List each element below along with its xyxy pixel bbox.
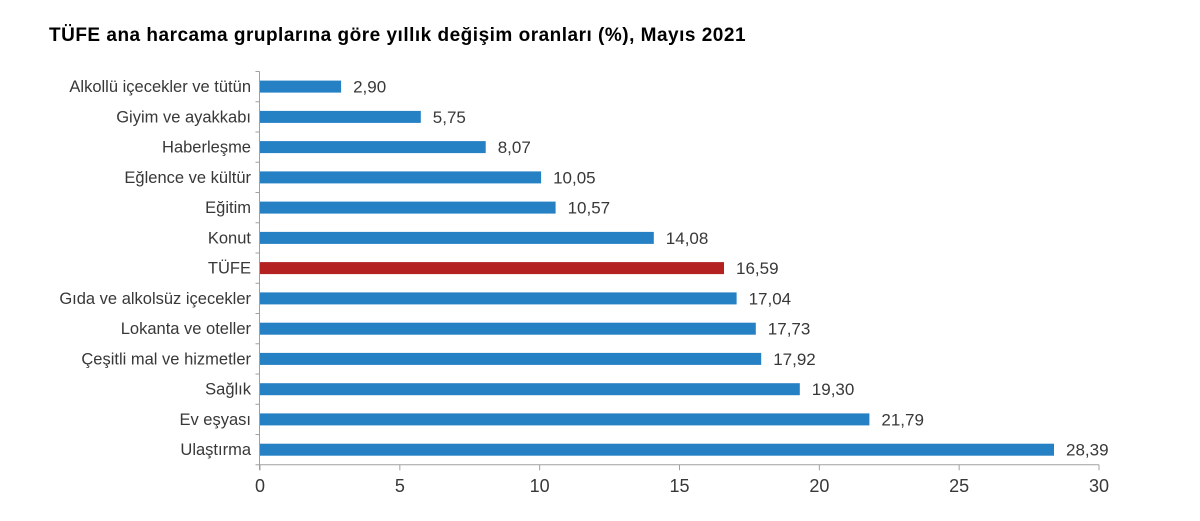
svg-text:Ulaştırma: Ulaştırma	[180, 441, 251, 459]
svg-text:Gıda ve alkolsüz içecekler: Gıda ve alkolsüz içecekler	[59, 290, 251, 308]
svg-text:Konut: Konut	[208, 229, 252, 247]
svg-text:Ev eşyası: Ev eşyası	[179, 411, 251, 429]
svg-text:2,90: 2,90	[353, 78, 386, 97]
svg-text:Haberleşme: Haberleşme	[162, 139, 251, 157]
svg-text:Alkollü içecekler ve tütün: Alkollü içecekler ve tütün	[69, 78, 251, 96]
svg-text:19,30: 19,30	[812, 380, 855, 399]
svg-text:16,59: 16,59	[736, 259, 779, 278]
svg-text:0: 0	[255, 476, 265, 496]
svg-text:Sağlık: Sağlık	[205, 381, 252, 399]
svg-text:Giyim ve ayakkabı: Giyim ve ayakkabı	[116, 108, 251, 126]
svg-text:28,39: 28,39	[1066, 441, 1109, 460]
svg-text:14,08: 14,08	[666, 229, 709, 248]
svg-text:30: 30	[1089, 476, 1109, 496]
svg-text:Eğlence ve kültür: Eğlence ve kültür	[124, 169, 251, 187]
svg-text:25: 25	[949, 476, 969, 496]
svg-text:21,79: 21,79	[881, 410, 924, 429]
svg-text:15: 15	[669, 476, 689, 496]
svg-text:5: 5	[395, 476, 405, 496]
svg-text:TÜFE: TÜFE	[208, 260, 251, 278]
svg-text:Eğitim: Eğitim	[205, 199, 251, 217]
svg-text:17,73: 17,73	[768, 320, 811, 339]
svg-text:10: 10	[530, 476, 550, 496]
svg-text:10,05: 10,05	[553, 168, 596, 187]
svg-text:17,92: 17,92	[773, 350, 816, 369]
svg-text:20: 20	[809, 476, 829, 496]
svg-text:Lokanta ve oteller: Lokanta ve oteller	[121, 320, 252, 338]
svg-text:8,07: 8,07	[498, 138, 531, 157]
svg-text:5,75: 5,75	[433, 108, 466, 127]
svg-text:Çeşitli mal ve hizmetler: Çeşitli mal ve hizmetler	[81, 350, 251, 368]
svg-text:17,04: 17,04	[749, 289, 792, 308]
svg-text:10,57: 10,57	[568, 199, 611, 218]
